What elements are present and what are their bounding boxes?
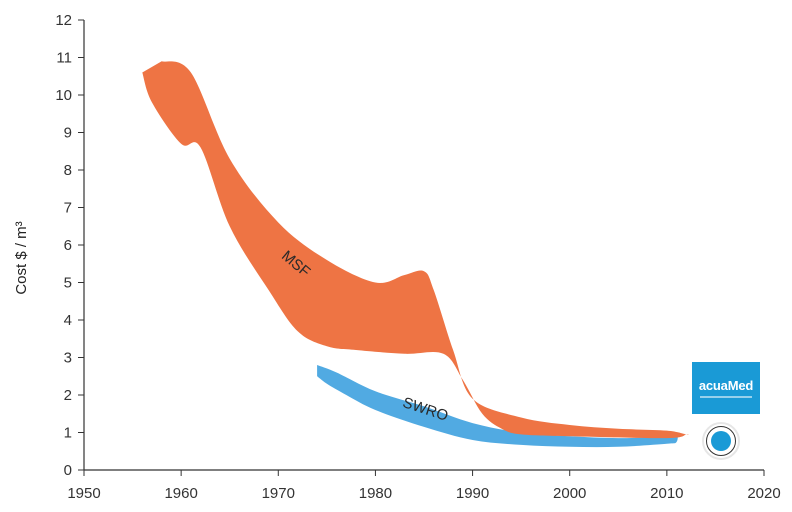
x-tick-label: 1980 <box>359 485 392 502</box>
series-band-msf <box>142 61 689 439</box>
y-tick-label: 11 <box>56 50 72 67</box>
acuamed-logo: acuaMed <box>692 362 760 414</box>
y-tick-label: 0 <box>64 462 72 479</box>
y-tick-label: 8 <box>64 162 72 179</box>
series-band-swro <box>317 365 678 448</box>
y-tick-label: 12 <box>55 12 72 29</box>
y-tick-label: 9 <box>64 125 72 142</box>
y-tick-label: 1 <box>64 425 72 442</box>
x-tick-label: 1960 <box>164 485 197 502</box>
x-tick-label: 1950 <box>67 485 100 502</box>
logo-tagline-bar <box>700 396 752 398</box>
x-tick-label: 1970 <box>262 485 295 502</box>
x-tick-label: 2020 <box>747 485 780 502</box>
x-axis-ticks: 1950 1960 1970 1980 1990 2000 2010 2020 <box>67 470 781 502</box>
x-tick-label: 2000 <box>553 485 586 502</box>
y-tick-label: 10 <box>55 87 72 104</box>
y-axis-title: Cost $ / m³ <box>13 221 30 294</box>
y-tick-label: 6 <box>64 237 72 254</box>
x-tick-label: 2010 <box>650 485 683 502</box>
y-tick-label: 5 <box>64 275 72 292</box>
y-tick-label: 3 <box>64 350 72 367</box>
plot-area <box>142 61 689 448</box>
water-drop-icon <box>702 422 740 460</box>
y-tick-label: 4 <box>64 312 72 329</box>
y-tick-label: 2 <box>64 387 72 404</box>
logo-text: acuaMed <box>698 378 754 393</box>
x-tick-label: 1990 <box>456 485 489 502</box>
y-tick-label: 7 <box>64 200 72 217</box>
